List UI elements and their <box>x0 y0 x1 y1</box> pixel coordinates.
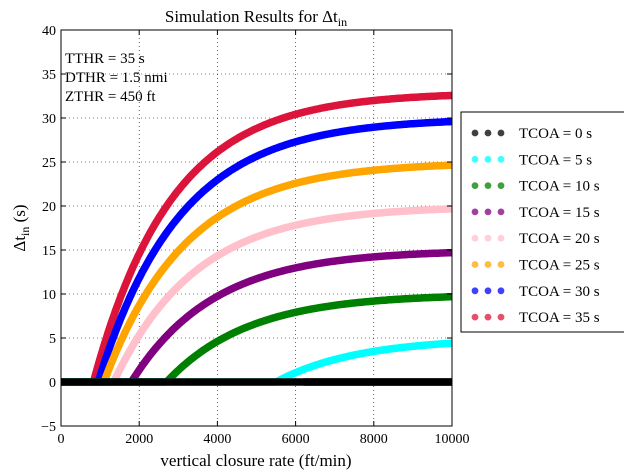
y-tick-label: 40 <box>42 24 56 39</box>
legend-label: TCOA = 35 s <box>519 310 600 326</box>
legend-label: TCOA = 25 s <box>519 258 600 274</box>
legend-marker <box>497 234 505 242</box>
legend-item: TCOA = 30 s <box>471 284 600 300</box>
legend-item: TCOA = 35 s <box>471 310 600 326</box>
legend-marker <box>471 313 479 321</box>
plot-series <box>61 91 452 386</box>
annotation-tthr: TTHR = 35 s <box>65 51 145 67</box>
legend-marker <box>484 208 492 216</box>
legend-label: TCOA = 15 s <box>519 205 600 221</box>
legend-marker <box>484 129 492 137</box>
x-tick-label: 4000 <box>203 432 231 447</box>
legend-marker <box>484 261 492 268</box>
legend-item: TCOA = 0 s <box>471 126 592 142</box>
legend-label: TCOA = 10 s <box>519 179 600 195</box>
legend-marker <box>484 155 492 163</box>
y-axis-label: Δtin (s) <box>10 204 32 251</box>
legend-item: TCOA = 20 s <box>471 231 600 247</box>
plot-frame <box>60 29 453 427</box>
legend-marker <box>497 287 505 295</box>
y-tick-label: 25 <box>42 156 56 171</box>
legend-marker <box>471 155 479 163</box>
chart-title: Simulation Results for Δtin <box>165 7 347 29</box>
y-tick-label: −5 <box>41 420 56 435</box>
x-tick-label: 2000 <box>125 432 153 447</box>
legend: TCOA = 0 s TCOA = 5 s TCOA = 10 s TCOA = 15… <box>460 111 624 333</box>
series-line <box>61 91 452 386</box>
y-tick-label: 0 <box>49 376 56 391</box>
legend-label: TCOA = 30 s <box>519 284 600 300</box>
legend-item: TCOA = 10 s <box>471 179 600 195</box>
series-line <box>61 117 452 386</box>
legend-marker <box>497 182 505 190</box>
legend-item: TCOA = 5 s <box>471 152 592 168</box>
legend-marker <box>471 287 479 295</box>
series-line <box>61 161 452 386</box>
legend-marker <box>497 155 505 163</box>
y-tick-label: 15 <box>42 244 56 259</box>
legend-marker <box>497 129 505 137</box>
legend-marker <box>484 287 492 295</box>
x-tick-label: 8000 <box>360 432 388 447</box>
legend-marker <box>471 182 479 190</box>
y-tick-label: 20 <box>42 200 56 215</box>
y-tick-label: 5 <box>49 332 56 347</box>
legend-marker <box>497 261 505 268</box>
legend-item: TCOA = 15 s <box>471 205 600 221</box>
legend-item: TCOA = 25 s <box>471 258 600 274</box>
legend-label: TCOA = 20 s <box>519 231 600 247</box>
y-tick-label: 30 <box>42 112 56 127</box>
annotation-box: TTHR = 35 s DTHR = 1.5 nmi ZTHR = 450 ft <box>65 51 168 105</box>
legend-marker <box>471 234 479 242</box>
legend-frame <box>460 111 624 333</box>
legend-label: TCOA = 5 s <box>519 152 592 168</box>
legend-marker <box>497 313 505 321</box>
legend-label: TCOA = 0 s <box>519 126 592 142</box>
annotation-dthr: DTHR = 1.5 nmi <box>65 70 168 86</box>
legend-marker <box>484 234 492 242</box>
legend-marker <box>471 129 479 137</box>
legend-marker <box>484 182 492 190</box>
legend-marker <box>497 208 505 216</box>
x-tick-label: 0 <box>58 432 65 447</box>
y-tick-label: 35 <box>42 68 56 83</box>
x-tick-label: 6000 <box>282 432 310 447</box>
y-tick-label: 10 <box>42 288 56 303</box>
x-tick-label: 10000 <box>435 432 470 447</box>
series-line <box>61 205 452 386</box>
legend-marker <box>471 208 479 216</box>
legend-marker <box>484 313 492 321</box>
legend-marker <box>471 261 479 268</box>
x-axis-label: vertical closure rate (ft/min) <box>160 451 351 470</box>
annotation-zthr: ZTHR = 450 ft <box>65 89 156 105</box>
